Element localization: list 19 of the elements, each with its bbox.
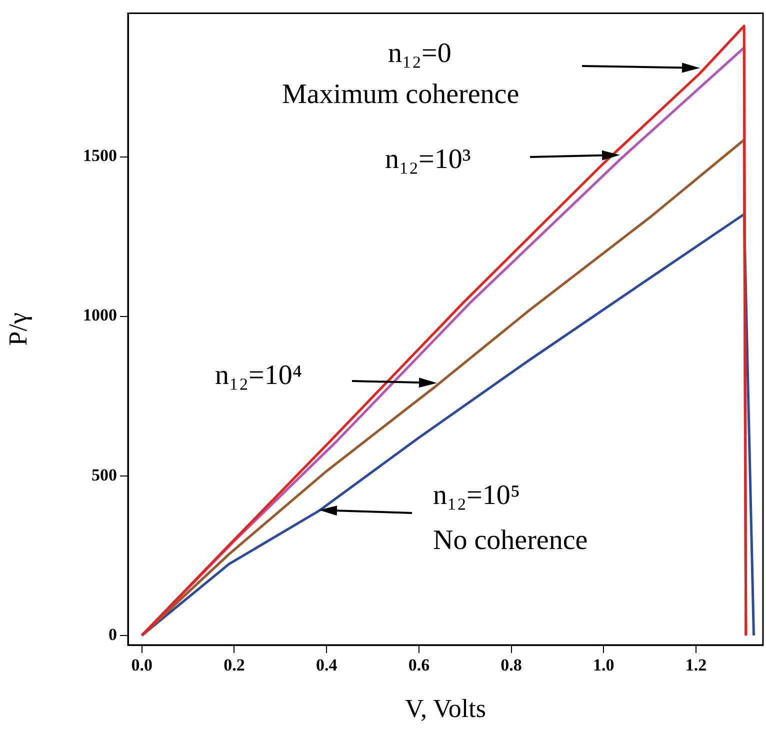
x-tick-label: 0.8 [500, 656, 522, 675]
y-tick-label: 500 [92, 465, 117, 484]
y-tick-label: 0 [108, 624, 117, 644]
annotation: n₁₂=10⁴ [215, 360, 302, 391]
y-axis-title: P/γ [3, 312, 32, 346]
annotation: Maximum coherence [282, 79, 520, 110]
annotation: n₁₂=10⁵ [433, 480, 520, 511]
x-tick-label: 0.2 [224, 656, 245, 675]
x-tick-label: 0.6 [408, 656, 430, 675]
y-tick-label: 1500 [83, 146, 117, 166]
x-tick-label: 0.4 [316, 656, 338, 675]
annotation: n₁₂=10³ [385, 144, 471, 175]
annotation: n₁₂=0 [388, 38, 452, 69]
x-tick-label: 0.0 [131, 656, 152, 675]
x-axis-title: V, Volts [405, 694, 486, 724]
x-tick-label: 1.2 [685, 656, 707, 675]
annotation: No coherence [433, 525, 588, 556]
x-tick-label: 1.0 [593, 656, 614, 675]
y-tick-label: 1000 [83, 306, 117, 325]
